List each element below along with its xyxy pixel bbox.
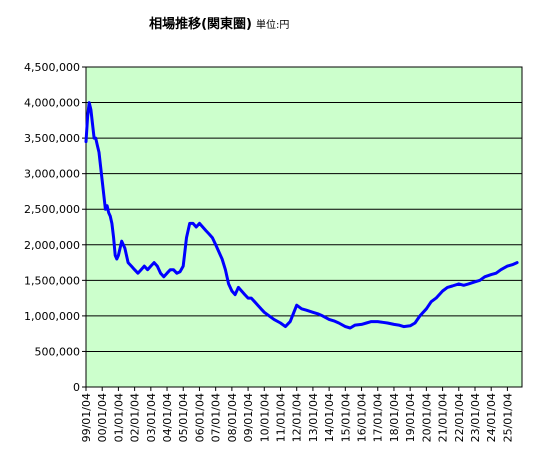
x-axis: 99/01/04 00/01/04 01/01/04 02/01/04 03/01/04… (80, 387, 514, 442)
x-tick-label: 14/01/04 (323, 393, 336, 442)
x-tick-label: 01/01/04 (112, 393, 125, 442)
x-tick-label: 13/01/04 (307, 393, 320, 442)
x-tick-label: 24/01/04 (485, 393, 498, 442)
series-layer (84, 101, 519, 330)
x-tick-label: 12/01/04 (291, 393, 304, 442)
x-tick-label: 09/01/04 (242, 393, 255, 442)
series-line (84, 101, 519, 330)
x-tick-label: 18/01/04 (388, 393, 401, 442)
y-tick-label: 3,000,000 (24, 168, 80, 181)
y-tick-label: 1,500,000 (24, 274, 80, 287)
x-tick-label: 03/01/04 (145, 393, 158, 442)
y-tick-label: 0 (73, 381, 80, 394)
x-tick-label: 21/01/04 (437, 393, 450, 442)
x-tick-label: 99/01/04 (80, 393, 93, 442)
x-tick-label: 07/01/04 (210, 393, 223, 442)
y-tick-label: 500,000 (35, 345, 81, 358)
x-tick-label: 22/01/04 (453, 393, 466, 442)
x-tick-label: 20/01/04 (420, 393, 433, 442)
x-tick-label: 05/01/04 (177, 393, 190, 442)
x-tick-label: 19/01/04 (404, 393, 417, 442)
y-tick-label: 4,500,000 (24, 61, 80, 74)
x-tick-label: 11/01/04 (274, 393, 287, 442)
grid-lines (86, 102, 522, 352)
y-tick-label: 1,000,000 (24, 310, 80, 323)
y-axis: 0 500,000 1,000,000 1,500,000 2,000,000 2,500… (24, 61, 86, 394)
x-tick-label: 08/01/04 (226, 393, 239, 442)
x-tick-label: 25/01/04 (501, 393, 514, 442)
x-tick-label: 02/01/04 (129, 393, 142, 442)
x-tick-label: 23/01/04 (469, 393, 482, 442)
plot-area (85, 66, 523, 388)
x-tick-label: 00/01/04 (96, 393, 109, 442)
x-tick-label: 06/01/04 (193, 393, 206, 442)
y-tick-label: 2,500,000 (24, 203, 80, 216)
chart-title: 相場推移(関東圏) (149, 16, 252, 32)
x-tick-label: 16/01/04 (356, 393, 369, 442)
y-tick-label: 4,000,000 (24, 97, 80, 110)
y-tick-label: 3,500,000 (24, 132, 80, 145)
x-tick-label: 15/01/04 (339, 393, 352, 442)
x-tick-label: 10/01/04 (258, 393, 271, 442)
x-tick-label: 17/01/04 (372, 393, 385, 442)
y-tick-label: 2,000,000 (24, 239, 80, 252)
chart-unit-label: 単位:円 (256, 18, 289, 31)
x-tick-label: 04/01/04 (161, 393, 174, 442)
